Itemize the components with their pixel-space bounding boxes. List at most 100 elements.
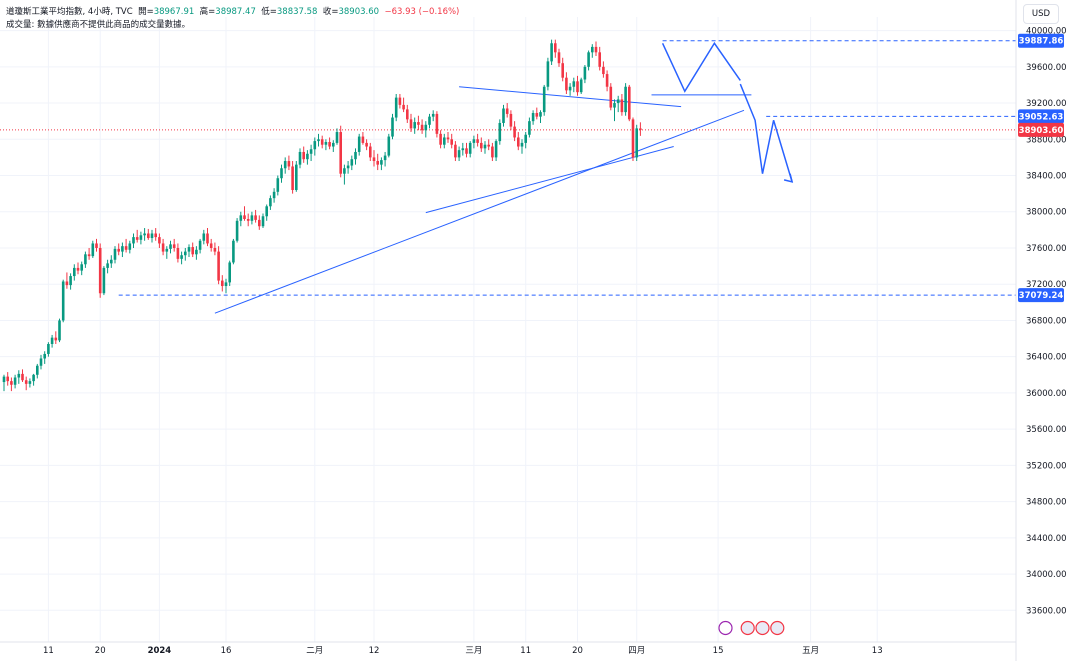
candle-body (195, 249, 198, 255)
price-axis: 33600.00 34000.00 34400.00 34800.00 35200.00… (1015, 0, 1067, 661)
candle-body (117, 248, 120, 252)
candle-body (198, 240, 202, 250)
candle-body (287, 161, 291, 167)
candle-body (139, 235, 143, 240)
wedge-resistance-line (459, 86, 682, 108)
time-tick-label: 2024 (148, 646, 172, 656)
candle-body (184, 251, 187, 256)
candle-body (143, 233, 146, 236)
candle-body (509, 113, 513, 127)
candle-body (276, 178, 280, 192)
candle-body (128, 243, 132, 250)
candle-body (69, 276, 72, 286)
price-tick-label: 39600.00 (1026, 63, 1067, 73)
candle-body (439, 133, 442, 145)
candle-body (557, 52, 561, 64)
candle-body (161, 243, 165, 252)
candle-body (291, 166, 294, 191)
candle-body (609, 86, 613, 108)
candle-body (61, 281, 65, 321)
candle-body (524, 134, 527, 143)
candle-body (209, 243, 213, 248)
price-tick-label: 34400.00 (1026, 534, 1067, 544)
candle-body (391, 117, 394, 137)
candle-body (587, 52, 590, 67)
candle-body (172, 244, 176, 248)
candle-body (554, 43, 557, 53)
time-tick-label: 16 (221, 646, 232, 656)
candle-body (602, 66, 605, 75)
candle-body (258, 219, 261, 227)
candle-body (491, 146, 494, 158)
candle-body (380, 160, 383, 165)
open-value: 38967.91 (153, 7, 195, 17)
event-markers (718, 620, 785, 636)
price-tick-label: 34000.00 (1026, 570, 1067, 580)
candle-body (43, 353, 46, 359)
candle-body (280, 168, 283, 179)
candle-body (332, 142, 335, 147)
candle-body (350, 159, 354, 166)
high-label: 高= (199, 7, 216, 17)
candle-body (387, 136, 391, 156)
candle-body (594, 46, 598, 53)
time-tick-label: 二月 (306, 646, 323, 656)
candle-body (517, 137, 520, 147)
candle-body (406, 109, 409, 120)
price-label-text: 39887.86 (1019, 37, 1064, 47)
time-tick-label: 三月 (465, 646, 482, 656)
candle-body (468, 142, 472, 154)
price-tick-label: 38000.00 (1026, 208, 1067, 218)
time-tick-label: 四月 (628, 646, 645, 656)
time-tick-label: 11 (520, 646, 531, 656)
candle-body (265, 206, 268, 217)
candle-body (550, 43, 553, 62)
candle-body (591, 46, 594, 53)
time-tick-label: 11 (43, 646, 54, 656)
price-label-badge (1018, 109, 1064, 124)
candle-body (58, 320, 61, 341)
chart-legend: 道瓊斯工業平均指數, 4小時, TVC 開=38967.91 高=38987.4… (6, 6, 459, 32)
candle-body (343, 168, 346, 174)
candle-body (298, 151, 302, 165)
candle-body (39, 358, 43, 366)
candle-body (232, 240, 235, 263)
candle-body (502, 108, 505, 123)
candle-body (498, 122, 502, 142)
candle-body (598, 52, 601, 67)
price-tick-label: 36000.00 (1026, 389, 1067, 399)
earnings-flag-icon (755, 620, 770, 636)
double-top-path (661, 41, 741, 93)
candle-body (476, 139, 479, 143)
price-tick-label: 38400.00 (1026, 172, 1067, 182)
candle-body (54, 337, 58, 341)
candle-body (457, 150, 461, 158)
candle-body (528, 121, 531, 135)
candle-body (398, 97, 402, 105)
candle-body (246, 218, 250, 221)
candle-body (165, 248, 169, 252)
earnings-flag-icon (770, 620, 785, 636)
candle-body (579, 79, 583, 93)
candle-body (320, 139, 324, 145)
candle-body (317, 139, 320, 142)
candle-body (269, 198, 272, 207)
time-tick-label: 15 (713, 646, 724, 656)
time-tick-label: 20 (572, 646, 583, 656)
price-tick-label: 36800.00 (1026, 316, 1067, 326)
candle-body (613, 103, 616, 108)
candle-body (239, 215, 243, 221)
candle-body (135, 237, 139, 240)
candle-body (639, 128, 642, 130)
candle-body (420, 124, 424, 131)
price-tick-label: 38800.00 (1026, 135, 1067, 145)
price-tick-label: 34800.00 (1026, 498, 1067, 508)
time-tick-label: 五月 (802, 646, 819, 656)
candle-body (6, 376, 9, 382)
lower-trendline (214, 109, 745, 314)
currency-button[interactable]: USD (1023, 4, 1059, 24)
close-value: 38903.60 (338, 7, 380, 17)
candle-body (147, 233, 150, 239)
